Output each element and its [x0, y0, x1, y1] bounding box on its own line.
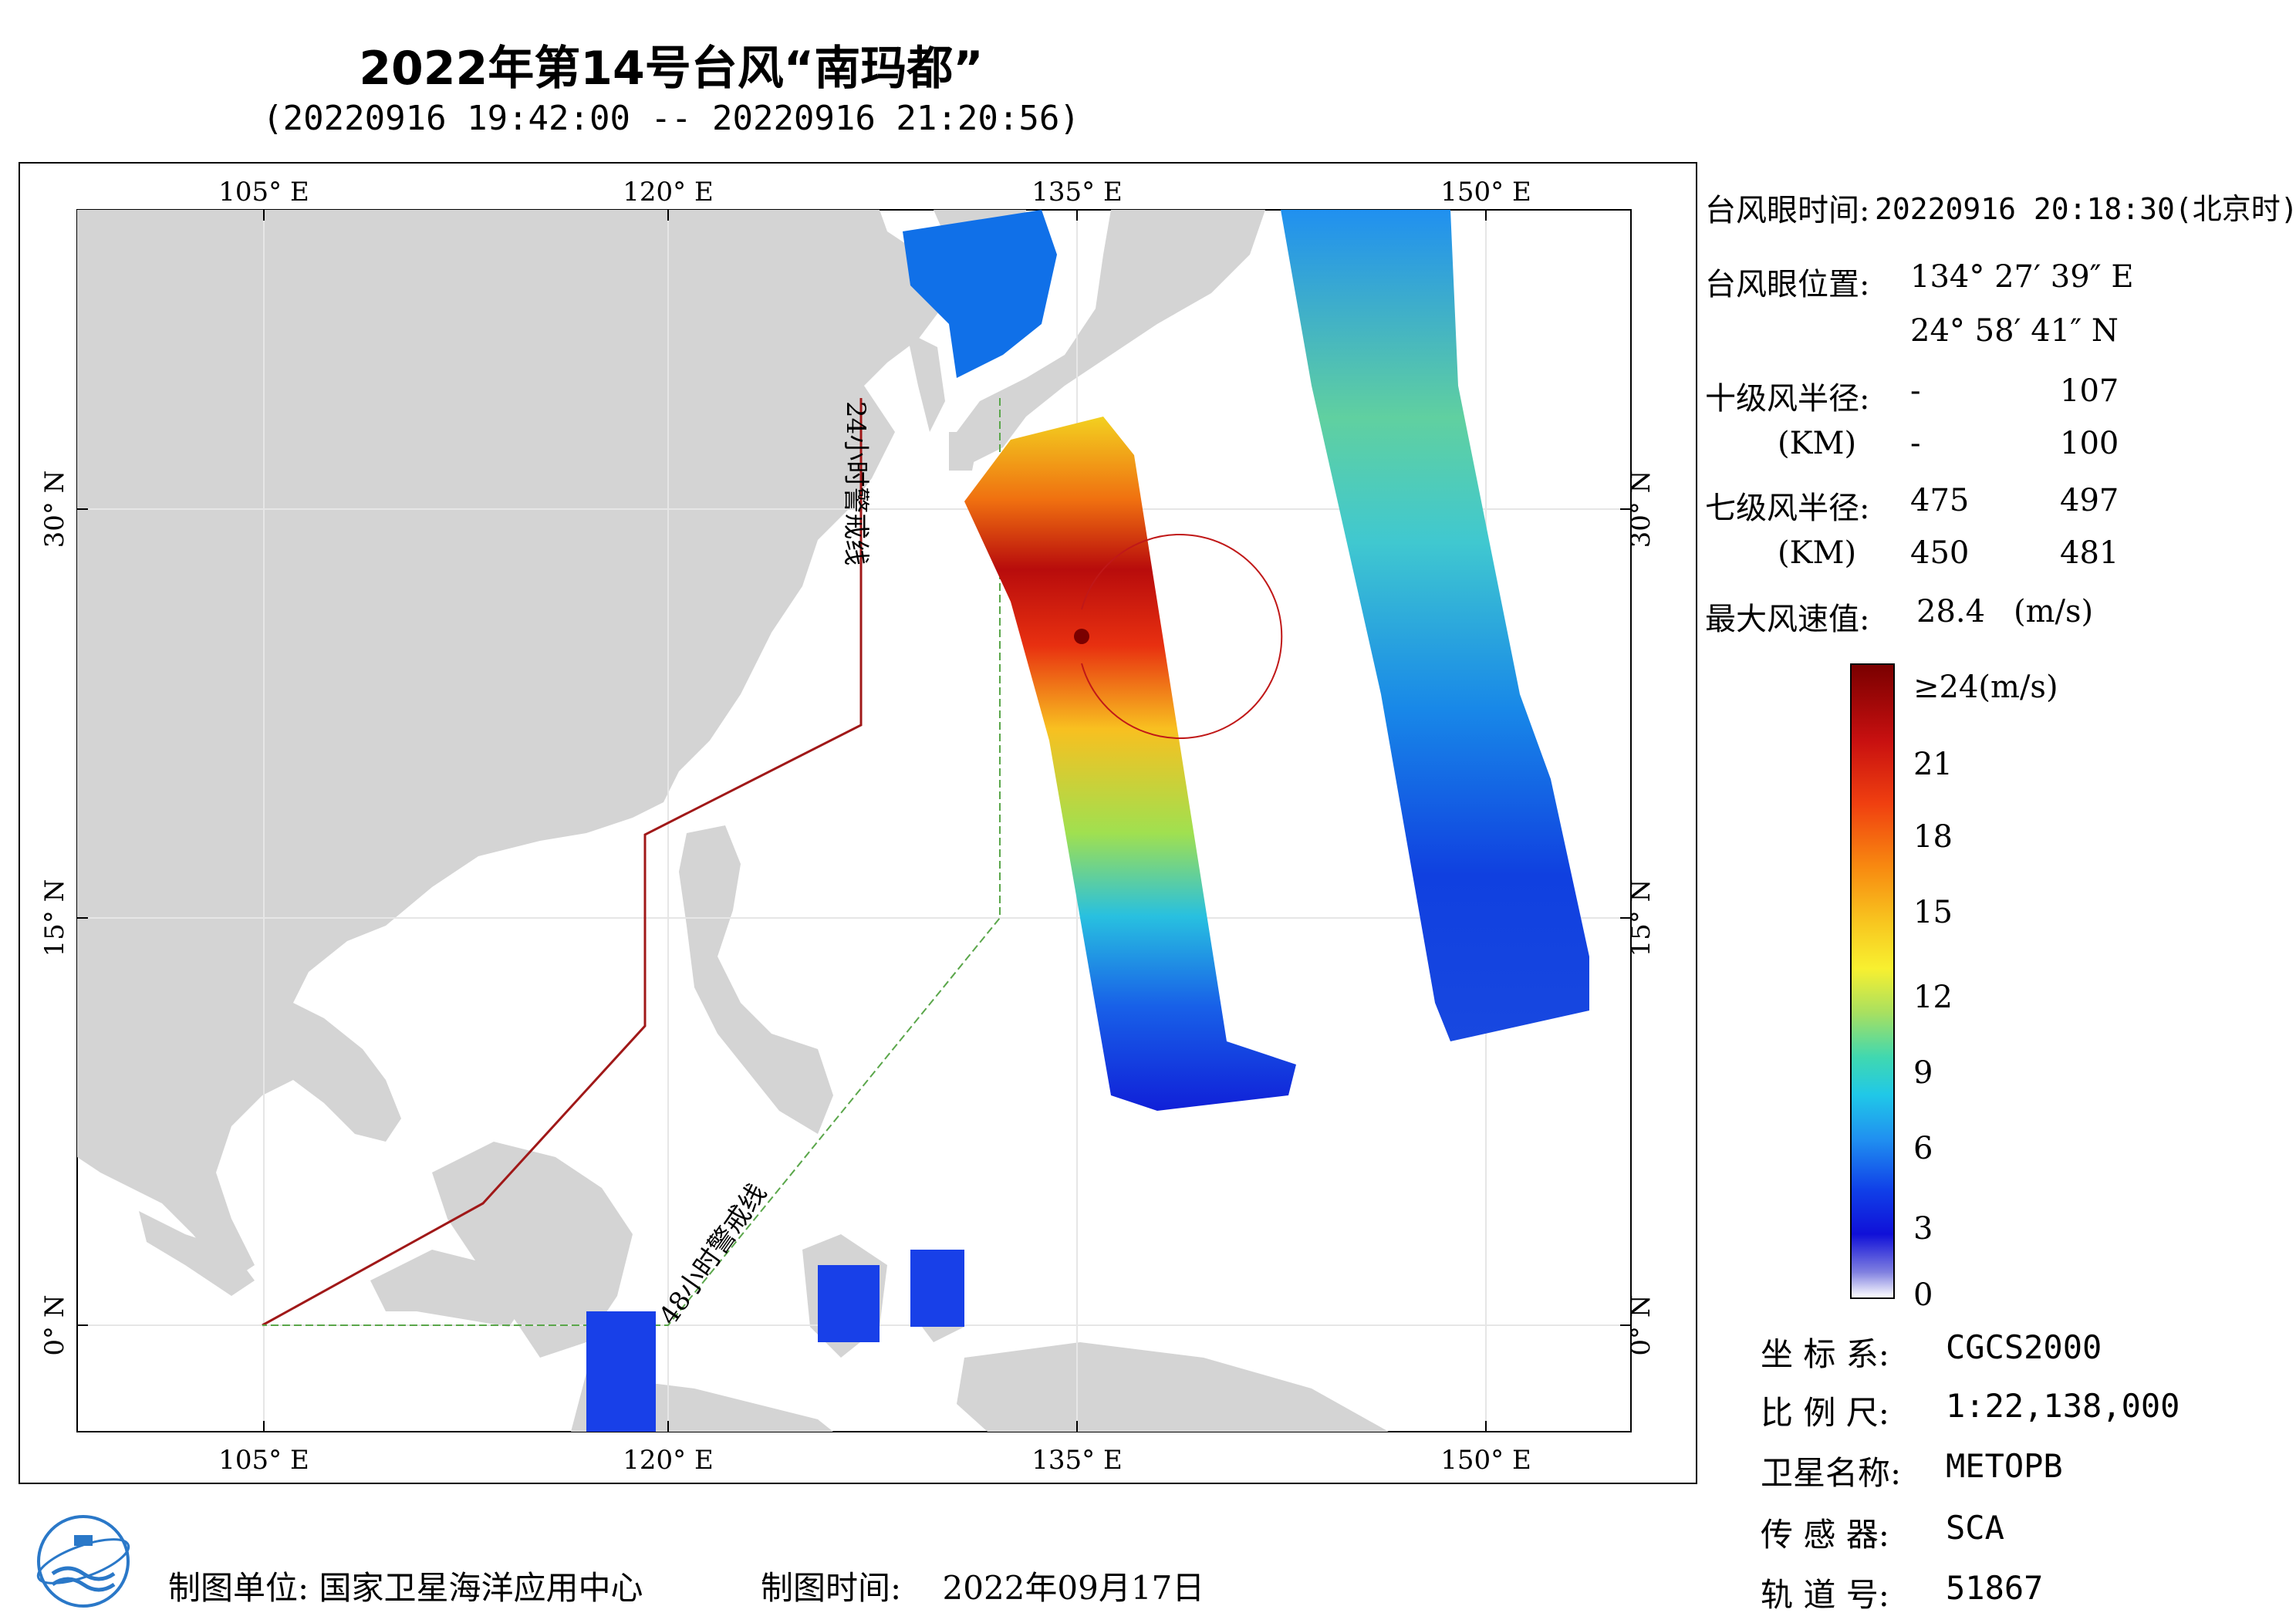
lat-label-left-15: 15° N [39, 879, 70, 957]
map-time-row: 制图时间: 2022年09月17日 [761, 1562, 1204, 1609]
typhoon-wind-circle [1081, 534, 1283, 739]
r7-value-1a: 475 [1910, 483, 1970, 518]
colorbar-tick-6: 6 [1913, 1131, 1933, 1166]
warning-line-24h [262, 398, 863, 1327]
scale-row: 比 例 尺: 1:22,138,000 [1761, 1387, 2180, 1434]
eye-lat-value: 24° 58′ 41″ N [1910, 313, 2119, 349]
colorbar-tick-0: 0 [1913, 1277, 1933, 1313]
lon-label-bottom-135: 135° E [1032, 1445, 1123, 1476]
r7-value-2b: 481 [2060, 535, 2119, 571]
sensor-row: 传 感 器: SCA [1761, 1509, 2004, 1556]
eye-lon-value: 134° 27′ 39″ E [1910, 259, 2134, 295]
lat-label-right-15: 15° N [1626, 879, 1656, 957]
wind-speed-colorbar [1850, 663, 1895, 1299]
warning-line-48h [262, 398, 1001, 1326]
eye-pos-label: 台风眼位置: [1705, 267, 1870, 302]
map-time-value: 2022年09月17日 [942, 1569, 1205, 1607]
sensor-value: SCA [1946, 1509, 2004, 1547]
wind-swath-north [903, 210, 1057, 378]
wind-patches-south [586, 1250, 964, 1432]
r10-value-1a: - [1910, 373, 1921, 409]
r7-unit: (KM) [1778, 535, 1857, 571]
lon-label-top-105: 105° E [218, 177, 309, 208]
scale-value: 1:22,138,000 [1946, 1387, 2180, 1425]
crs-label: 坐 标 系: [1761, 1335, 1889, 1373]
map-maker-value: 国家卫星海洋应用中心 [319, 1569, 643, 1607]
lon-label-bottom-150: 150° E [1440, 1445, 1531, 1476]
colorbar-tick-15: 15 [1913, 895, 1953, 930]
colorbar-tick-12: 12 [1913, 980, 1953, 1015]
lon-label-top-135: 135° E [1032, 177, 1123, 208]
colorbar-tick-18: 18 [1913, 819, 1953, 855]
r10-value-2b: 100 [2060, 426, 2119, 461]
eye-time-label: 台风眼时间: [1705, 193, 1870, 228]
r7-value-2a: 450 [1910, 535, 1970, 571]
lon-label-top-120: 120° E [623, 177, 714, 208]
r7-label: 七级风半径: [1705, 491, 1870, 526]
axis-ticks [77, 210, 1631, 1432]
lat-label-right-30: 30° N [1626, 471, 1656, 548]
label-24h-line: 24小时警戒线 [840, 401, 871, 565]
lat-label-left-0: 0° N [39, 1294, 70, 1355]
scale-label: 比 例 尺: [1761, 1394, 1889, 1432]
crs-value: CGCS2000 [1946, 1328, 2102, 1366]
typhoon-eye-marker [1074, 629, 1089, 644]
orbit-row: 轨 道 号: 51867 [1761, 1569, 2043, 1616]
satellite-row: 卫星名称: METOPB [1761, 1447, 2063, 1494]
colorbar-tick-21: 21 [1913, 747, 1953, 782]
colorbar-tick-9: 9 [1913, 1055, 1933, 1091]
nsoas-logo [36, 1515, 130, 1608]
orbit-label: 轨 道 号: [1761, 1576, 1889, 1614]
lon-label-top-150: 150° E [1440, 177, 1531, 208]
lon-label-bottom-105: 105° E [218, 1445, 309, 1476]
eye-time-value: 20220916 20:18:30(北京时) [1875, 192, 2296, 226]
colorbar-tick-24: ≥24(m/s) [1913, 670, 2058, 705]
satellite-label: 卫星名称: [1761, 1454, 1902, 1492]
lon-label-bottom-120: 120° E [623, 1445, 714, 1476]
orbit-value: 51867 [1946, 1569, 2044, 1607]
wind-swath-2 [1281, 210, 1589, 1041]
colorbar-tick-3: 3 [1913, 1211, 1933, 1247]
r10-value-2a: - [1910, 426, 1921, 461]
lat-label-left-30: 30° N [39, 471, 70, 548]
satellite-value: METOPB [1946, 1447, 2063, 1485]
max-wind-value: 28.4 [1916, 594, 1986, 629]
map-maker-label: 制图单位: [168, 1569, 309, 1607]
land-masses [77, 210, 1389, 1432]
max-wind-unit: (m/s) [2014, 594, 2094, 629]
r10-unit: (KM) [1778, 426, 1857, 461]
wind-swath-1 [964, 417, 1296, 1111]
sensor-label: 传 感 器: [1761, 1516, 1889, 1554]
time-range-subtitle: (20220916 19:42:00 -- 20220916 21:20:56) [262, 99, 1080, 138]
crs-row: 坐 标 系: CGCS2000 [1761, 1328, 2102, 1375]
r10-label: 十级风半径: [1705, 381, 1870, 417]
map-maker-row: 制图单位: 国家卫星海洋应用中心 [168, 1562, 643, 1609]
r7-value-1b: 497 [2060, 483, 2119, 518]
max-wind-label: 最大风速值: [1705, 602, 1870, 637]
map-title: 2022年第14号台风“南玛都” [359, 42, 984, 96]
lat-label-right-0: 0° N [1626, 1294, 1656, 1355]
map-time-label: 制图时间: [761, 1569, 902, 1607]
r10-value-1b: 107 [2060, 373, 2119, 409]
